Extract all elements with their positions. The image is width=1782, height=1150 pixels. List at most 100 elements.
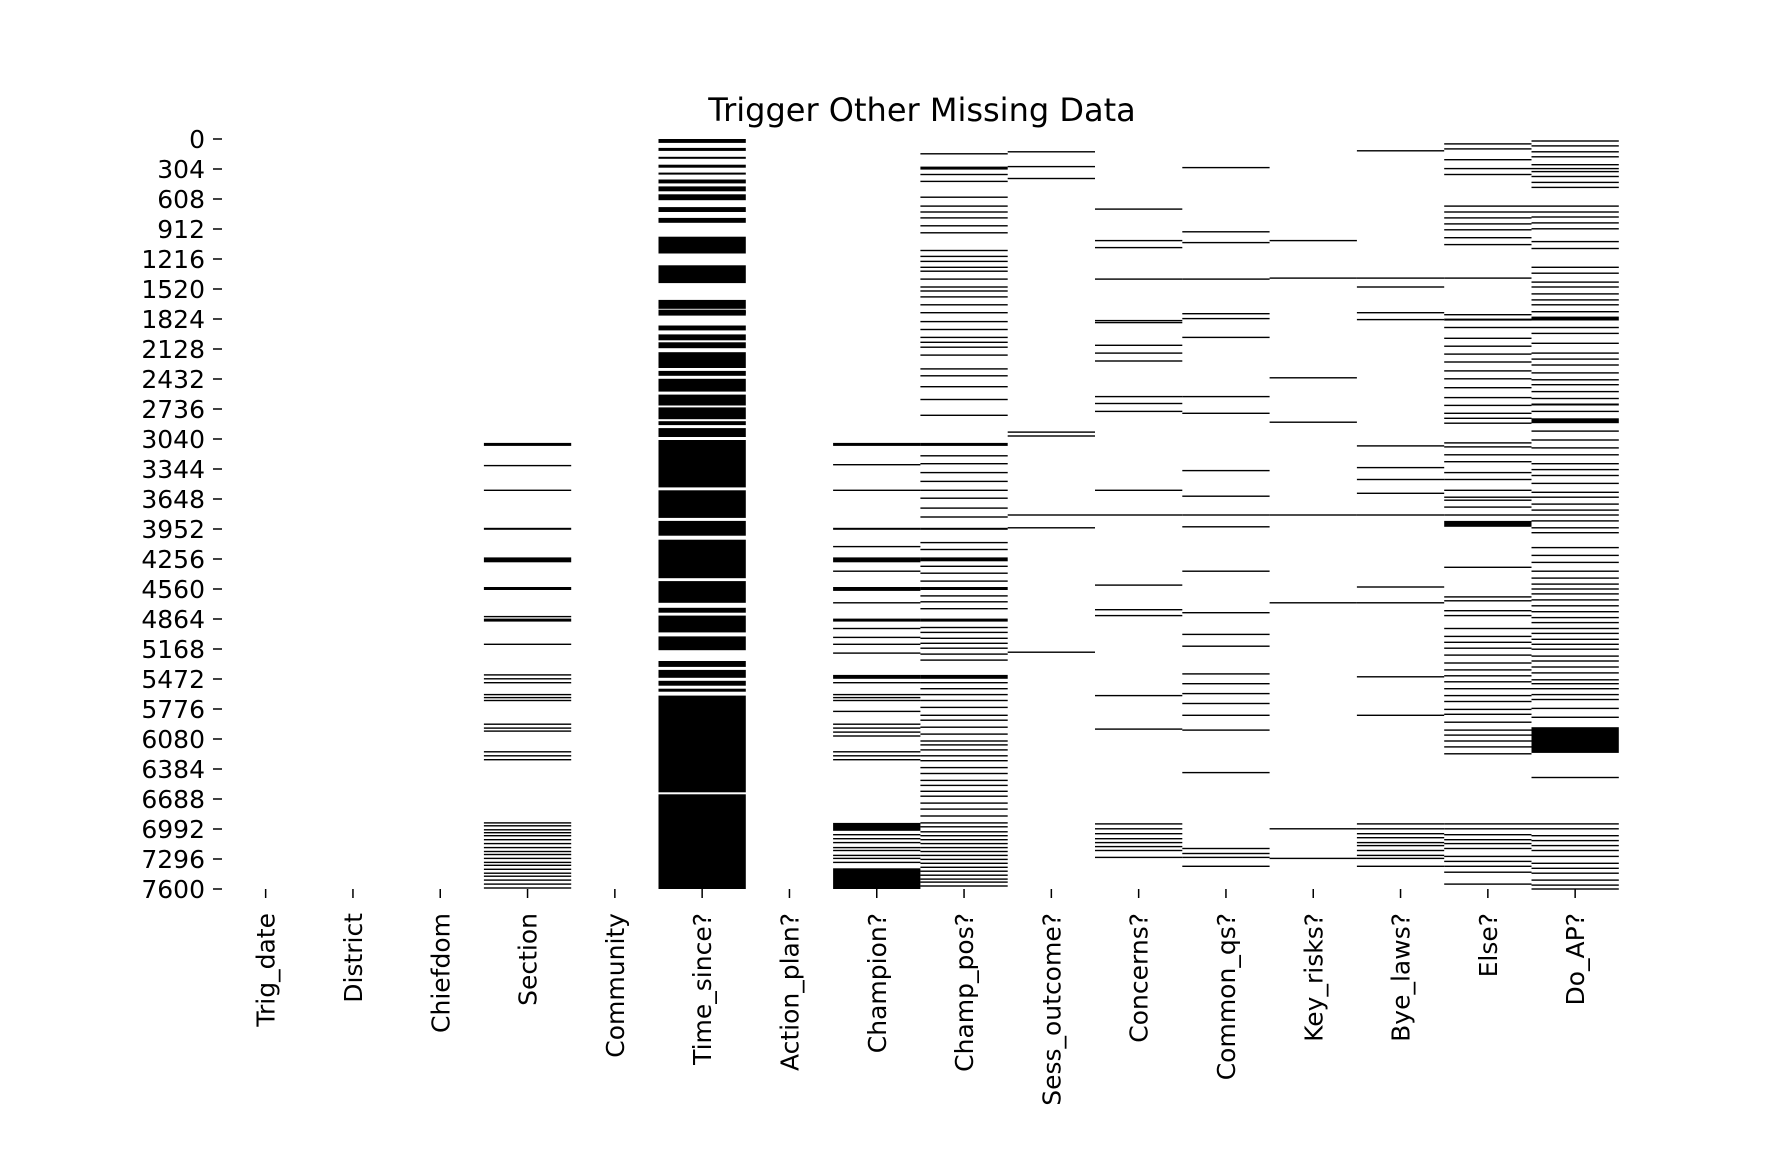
missing-cell bbox=[1095, 319, 1183, 322]
missing-cell bbox=[1444, 681, 1532, 683]
missing-cell bbox=[920, 790, 1008, 792]
missing-cell bbox=[658, 179, 746, 184]
missing-cell bbox=[1531, 156, 1619, 158]
missing-cell bbox=[658, 186, 746, 192]
missing-cell bbox=[1531, 867, 1619, 869]
missing-cell bbox=[1444, 277, 1532, 279]
missing-cell bbox=[658, 156, 746, 159]
missing-cell bbox=[1182, 856, 1270, 859]
missing-cell bbox=[1531, 532, 1619, 534]
missing-cell bbox=[658, 394, 746, 406]
missing-cell bbox=[833, 643, 921, 645]
missing-cell bbox=[920, 507, 1008, 509]
missing-cell bbox=[1356, 865, 1445, 867]
missing-cell bbox=[483, 829, 572, 831]
missing-cell bbox=[1531, 211, 1619, 213]
missing-cell bbox=[833, 710, 921, 713]
missing-cell bbox=[1444, 610, 1532, 612]
missing-cell bbox=[833, 751, 921, 753]
missing-cell bbox=[920, 744, 1008, 746]
missing-cell bbox=[920, 386, 1008, 388]
missing-cell bbox=[920, 674, 1008, 679]
missing-cell bbox=[483, 822, 572, 824]
missing-cell bbox=[1531, 326, 1619, 329]
missing-cell bbox=[1182, 336, 1270, 339]
missing-cell bbox=[1444, 708, 1532, 711]
missing-cell bbox=[920, 866, 1008, 868]
missing-cell bbox=[833, 841, 921, 844]
missing-cell bbox=[1531, 627, 1619, 630]
missing-cell bbox=[483, 442, 572, 446]
missing-cell bbox=[920, 740, 1008, 742]
missing-cell bbox=[1444, 823, 1532, 825]
missing-cell bbox=[1444, 883, 1532, 885]
missing-cell bbox=[1356, 514, 1445, 516]
missing-cell bbox=[658, 794, 746, 889]
missing-cell bbox=[483, 872, 572, 874]
missing-cell bbox=[920, 699, 1008, 702]
missing-cell bbox=[1356, 602, 1445, 604]
missing-cell bbox=[483, 857, 572, 860]
missing-cell bbox=[1531, 286, 1619, 288]
missing-cell bbox=[1531, 454, 1619, 456]
missing-cell bbox=[1531, 175, 1619, 178]
missing-cell bbox=[483, 759, 572, 761]
missing-cell bbox=[1444, 454, 1532, 456]
missing-cell bbox=[483, 727, 572, 729]
missing-cell bbox=[1444, 442, 1532, 444]
y-tick-label: 1520 bbox=[141, 275, 205, 304]
missing-cell bbox=[1444, 159, 1532, 161]
y-tick-label: 912 bbox=[157, 215, 205, 244]
missing-cell bbox=[833, 731, 921, 733]
missing-cell bbox=[1531, 643, 1619, 645]
missing-cell bbox=[833, 727, 921, 729]
heatmap-cells bbox=[483, 139, 1619, 890]
missing-cell bbox=[920, 682, 1008, 684]
missing-cell bbox=[920, 854, 1008, 857]
missing-cell bbox=[1444, 694, 1532, 697]
missing-cell bbox=[833, 587, 921, 591]
missing-cell bbox=[1531, 145, 1619, 147]
missing-cell bbox=[1444, 378, 1532, 380]
missing-cell bbox=[483, 853, 572, 856]
missing-cell bbox=[1444, 417, 1532, 419]
missing-cell bbox=[833, 834, 921, 836]
missing-cell bbox=[1007, 514, 1095, 516]
missing-cell bbox=[1444, 627, 1532, 630]
missing-cell bbox=[1531, 616, 1619, 619]
y-tick-label: 3952 bbox=[141, 515, 205, 544]
missing-cell bbox=[1182, 526, 1270, 528]
missing-cell bbox=[483, 883, 572, 885]
missing-cell bbox=[1531, 332, 1619, 335]
y-tick-label: 2128 bbox=[141, 335, 205, 364]
missing-cell bbox=[833, 489, 921, 491]
missing-cell bbox=[833, 602, 921, 604]
missing-cell bbox=[833, 857, 921, 860]
missing-cell bbox=[1531, 611, 1619, 613]
missing-cell bbox=[658, 669, 746, 678]
missing-cell bbox=[1531, 447, 1619, 449]
missing-cell bbox=[1444, 326, 1532, 329]
missing-cell bbox=[833, 699, 921, 702]
missing-cell bbox=[658, 661, 746, 667]
missing-cell bbox=[1356, 286, 1445, 288]
missing-cell bbox=[1531, 776, 1619, 779]
heatmap-column bbox=[1095, 208, 1183, 859]
missing-cell bbox=[1444, 314, 1532, 316]
y-tick-label: 4864 bbox=[141, 605, 205, 634]
missing-cell bbox=[1444, 353, 1532, 355]
missing-cell bbox=[1531, 605, 1619, 607]
missing-cell bbox=[833, 735, 921, 737]
missing-cell bbox=[1095, 489, 1183, 491]
x-tick-label: Common_qs? bbox=[1212, 913, 1241, 1080]
missing-cell bbox=[1095, 609, 1183, 611]
missing-cell bbox=[1182, 495, 1270, 497]
missing-cell bbox=[920, 779, 1008, 782]
missing-cell bbox=[833, 527, 921, 530]
heatmap-column bbox=[833, 442, 921, 889]
missing-cell bbox=[833, 682, 921, 684]
missing-cell bbox=[833, 755, 921, 757]
missing-cell bbox=[1531, 496, 1619, 498]
missing-cell bbox=[920, 601, 1008, 603]
